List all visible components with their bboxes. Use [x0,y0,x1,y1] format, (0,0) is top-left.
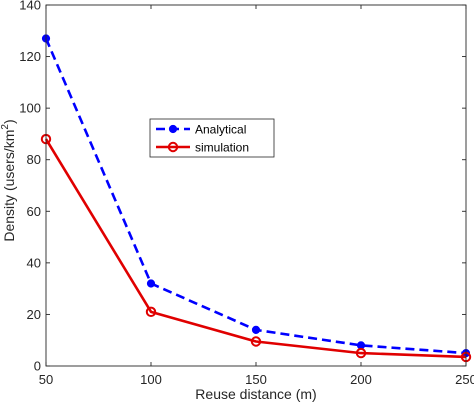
x-tick-label: 150 [245,372,267,387]
data-point-simulation [250,336,262,347]
y-tick-label: 80 [27,152,41,167]
y-axis-label-main: Density (users/km [1,130,17,242]
data-point-simulation [355,347,367,359]
legend-label-simulation: simulation [195,141,249,155]
x-tick-label: 200 [350,372,372,387]
y-axis-label: Density (users/km2) [0,119,17,241]
y-tick-label: 100 [19,101,41,116]
legend-entry-simulation: simulation [156,141,249,155]
data-point-analytical [146,279,156,288]
y-tick-label: 120 [19,49,41,64]
y-axis-label-superscript: 2 [0,124,11,130]
legend-marker-analytical [168,124,178,134]
y-axis-label-close: ) [1,119,17,124]
series-layer [40,34,472,363]
y-tick-label: 0 [34,359,41,374]
y-tick-label: 140 [19,0,41,13]
ticks-layer: 50 100 150 200 250 0 20 40 60 80 100 120 140 [19,0,474,387]
data-point-simulation [145,306,157,318]
x-tick-label: 250 [455,372,474,387]
x-tick-label: 100 [140,372,162,387]
legend-entry-analytical: Analytical [156,123,246,137]
series-line-simulation [44,138,467,359]
data-point-analytical [356,341,366,350]
data-point-analytical [251,325,261,334]
y-tick-label: 20 [27,307,41,322]
legend: Analytical simulation [149,118,275,158]
y-tick-label: 40 [27,255,41,270]
x-axis-label: Reuse distance (m) [195,386,316,402]
legend-label-analytical: Analytical [195,123,246,137]
legend-marker-simulation [167,141,179,153]
x-tick-label: 50 [39,372,53,387]
plot-area [46,5,466,366]
y-tick-label: 60 [27,204,41,219]
